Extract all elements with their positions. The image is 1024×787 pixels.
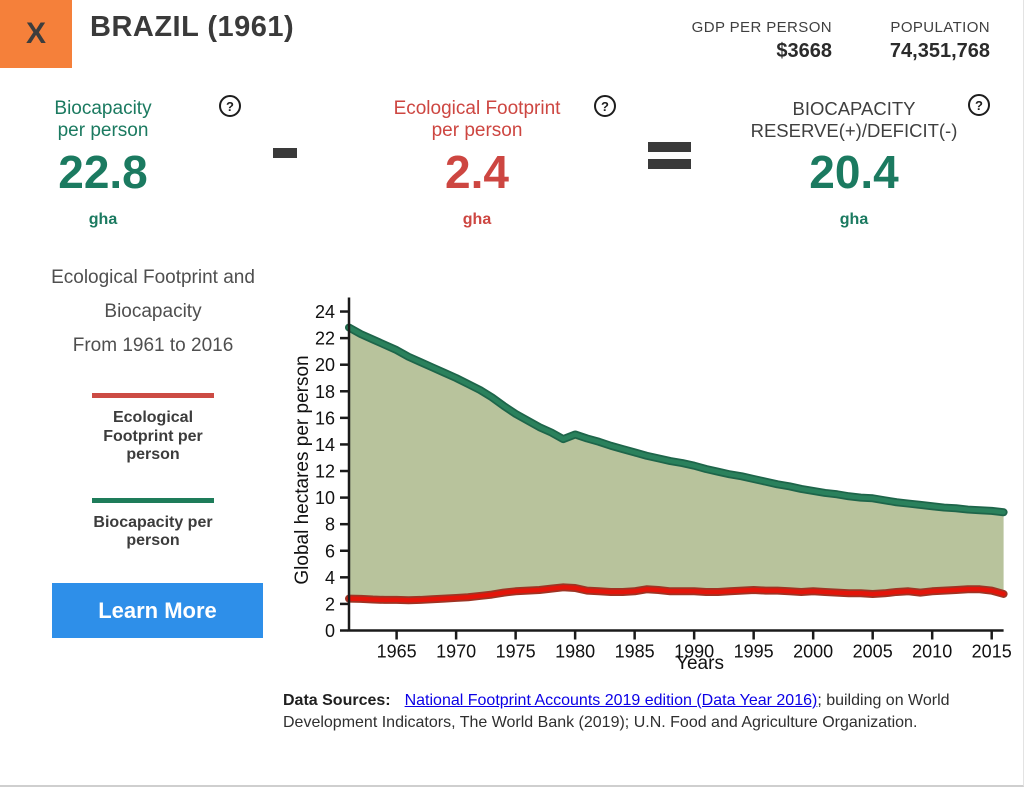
svg-text:16: 16 <box>315 408 335 428</box>
reserve-label-line2: RESERVE(+)/DEFICIT(-) <box>750 120 958 141</box>
footprint-stat: Ecological Footprint per person 2.4 gha <box>372 98 582 229</box>
footprint-accounts-link[interactable]: National Footprint Accounts 2019 edition… <box>404 692 818 709</box>
footprint-legend-label: Ecological Footprint per person <box>103 409 203 463</box>
close-button[interactable]: X <box>0 0 72 68</box>
footprint-label-line2: per person <box>431 120 523 141</box>
population-value: 74,351,768 <box>889 40 990 62</box>
help-icon[interactable]: ? <box>594 95 616 117</box>
footprint-label-line1: Ecological Footprint <box>393 98 561 119</box>
chart-description-line: Ecological Footprint and <box>51 267 255 288</box>
biocapacity-stat: Biocapacity per person 22.8 gha <box>0 98 206 229</box>
reserve-stat: BIOCAPACITY RESERVE(+)/DEFICIT(-) 20.4 g… <box>744 98 964 229</box>
footprint-legend-swatch <box>92 393 214 398</box>
chart-description-line: From 1961 to 2016 <box>72 335 234 356</box>
learn-more-button[interactable]: Learn More <box>52 583 263 638</box>
chart-description-line: Biocapacity <box>104 301 202 322</box>
svg-text:2000: 2000 <box>793 642 833 662</box>
svg-text:0: 0 <box>325 621 335 641</box>
biocapacity-unit: gha <box>88 211 118 228</box>
svg-text:1995: 1995 <box>734 642 774 662</box>
data-sources-label: Data Sources: <box>283 692 391 709</box>
svg-text:1970: 1970 <box>436 642 476 662</box>
svg-text:2010: 2010 <box>912 642 952 662</box>
reserve-label-line1: BIOCAPACITY <box>792 98 916 119</box>
svg-text:4: 4 <box>325 568 335 588</box>
population-label: POPULATION <box>890 19 990 36</box>
page-title: BRAZIL (1961) <box>90 11 295 43</box>
minus-icon <box>273 148 297 158</box>
biocapacity-label-line1: Biocapacity <box>54 98 152 119</box>
chart-y-axis-title: Global hectares per person <box>292 355 313 585</box>
svg-text:10: 10 <box>315 488 335 508</box>
biocapacity-label-line2: per person <box>57 120 149 141</box>
svg-text:8: 8 <box>325 515 335 535</box>
biocapacity-legend-label: Biocapacity per person <box>93 513 213 550</box>
chart-legend: Ecological Footprint per person Biocapac… <box>92 393 214 551</box>
equals-icon <box>648 142 691 176</box>
biocapacity-value: 22.8 <box>58 146 148 198</box>
gdp-value: $3668 <box>776 40 832 62</box>
biocapacity-legend-swatch <box>92 497 214 503</box>
svg-text:1965: 1965 <box>377 642 417 662</box>
data-sources-link[interactable]: National Footprint Accounts 2019 edition… <box>405 692 818 709</box>
svg-text:2015: 2015 <box>972 642 1012 662</box>
svg-text:2: 2 <box>325 594 335 614</box>
svg-text:2005: 2005 <box>853 642 893 662</box>
gdp-per-person: GDP PER PERSON $3668 <box>692 19 832 63</box>
gdp-label: GDP PER PERSON <box>691 19 832 36</box>
help-icon[interactable]: ? <box>968 94 990 116</box>
svg-text:22: 22 <box>315 329 335 349</box>
svg-text:14: 14 <box>315 435 335 455</box>
data-sources-text: ; building on World Development Indicato… <box>283 692 950 731</box>
svg-text:1975: 1975 <box>496 642 536 662</box>
footprint-value: 2.4 <box>445 146 509 198</box>
chart-description: Ecological Footprint and Biocapacity Fro… <box>33 268 273 370</box>
svg-text:12: 12 <box>315 462 335 482</box>
svg-text:1985: 1985 <box>615 642 655 662</box>
help-icon[interactable]: ? <box>219 95 241 117</box>
svg-text:1990: 1990 <box>674 642 714 662</box>
population: POPULATION 74,351,768 <box>890 19 990 63</box>
data-sources: Data Sources: National Footprint Accounts… <box>283 690 955 734</box>
svg-text:20: 20 <box>315 355 335 375</box>
svg-text:1980: 1980 <box>555 642 595 662</box>
footprint-unit: gha <box>462 211 492 228</box>
svg-text:24: 24 <box>315 302 335 322</box>
svg-text:18: 18 <box>315 382 335 402</box>
chart-x-axis-title: Years <box>676 653 724 674</box>
reserve-unit: gha <box>839 211 869 228</box>
svg-text:6: 6 <box>325 541 335 561</box>
reserve-value: 20.4 <box>809 146 899 198</box>
